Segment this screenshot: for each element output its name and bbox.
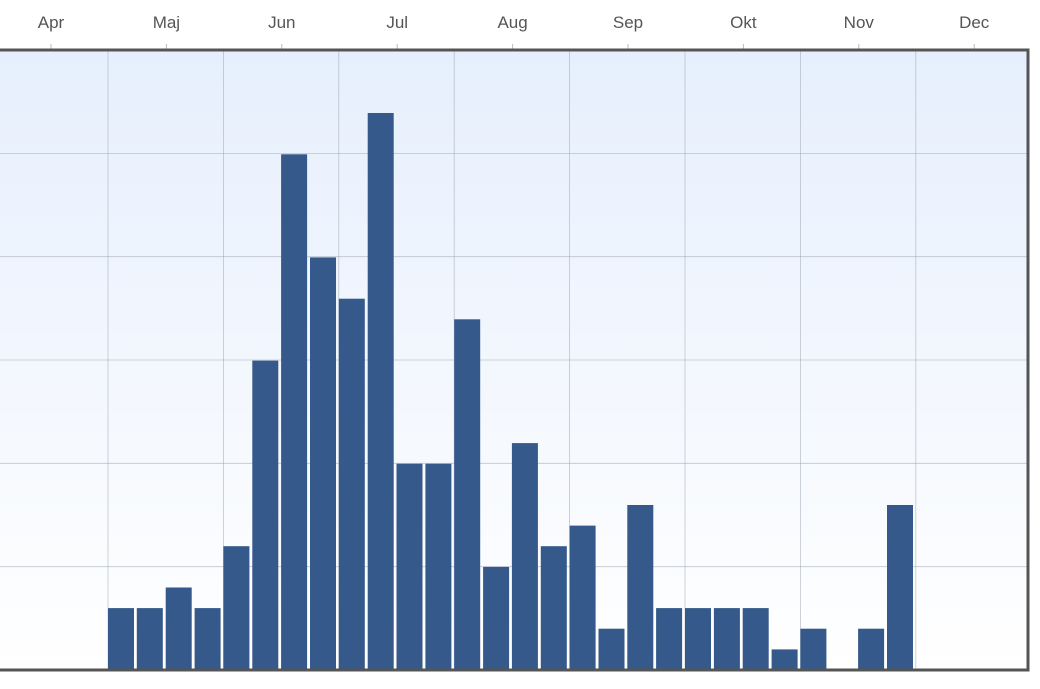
x-tick-label: Sep xyxy=(613,13,643,32)
bar xyxy=(454,319,481,670)
bar xyxy=(771,649,798,670)
x-tick-label: Aug xyxy=(497,13,527,32)
bar xyxy=(281,154,308,671)
x-tick-label: Nov xyxy=(844,13,875,32)
x-tick-label: Dec xyxy=(959,13,990,32)
bar xyxy=(165,587,192,670)
x-tick-label: Maj xyxy=(153,13,180,32)
bar xyxy=(685,608,711,670)
bar xyxy=(742,608,769,670)
bar xyxy=(627,505,654,670)
bar xyxy=(108,608,134,670)
bar xyxy=(396,463,423,670)
bar xyxy=(223,546,250,670)
x-tick-label: Jun xyxy=(268,13,295,32)
x-axis-ticks xyxy=(50,44,975,49)
plot-border xyxy=(0,48,1030,672)
bar xyxy=(887,505,913,670)
bar xyxy=(598,628,625,670)
bar xyxy=(569,525,596,670)
bar xyxy=(540,546,567,670)
bar xyxy=(425,463,452,670)
bar xyxy=(858,628,885,670)
x-tick-label: Okt xyxy=(730,13,757,32)
bar xyxy=(136,608,163,670)
bar xyxy=(483,566,510,670)
bar xyxy=(310,257,336,670)
bar xyxy=(656,608,683,670)
bar xyxy=(338,298,365,670)
x-tick-label: Apr xyxy=(38,13,65,32)
bar xyxy=(511,443,538,670)
bar xyxy=(252,360,279,670)
bar xyxy=(800,628,827,670)
plot-frame xyxy=(0,48,1030,672)
x-tick-label: Jul xyxy=(386,13,408,32)
bar xyxy=(713,608,740,670)
bar xyxy=(194,608,221,670)
x-axis-labels: Apr Maj Jun Jul Aug Sep Okt Nov Dec xyxy=(38,13,990,32)
bar xyxy=(367,113,394,670)
bars xyxy=(108,113,913,671)
